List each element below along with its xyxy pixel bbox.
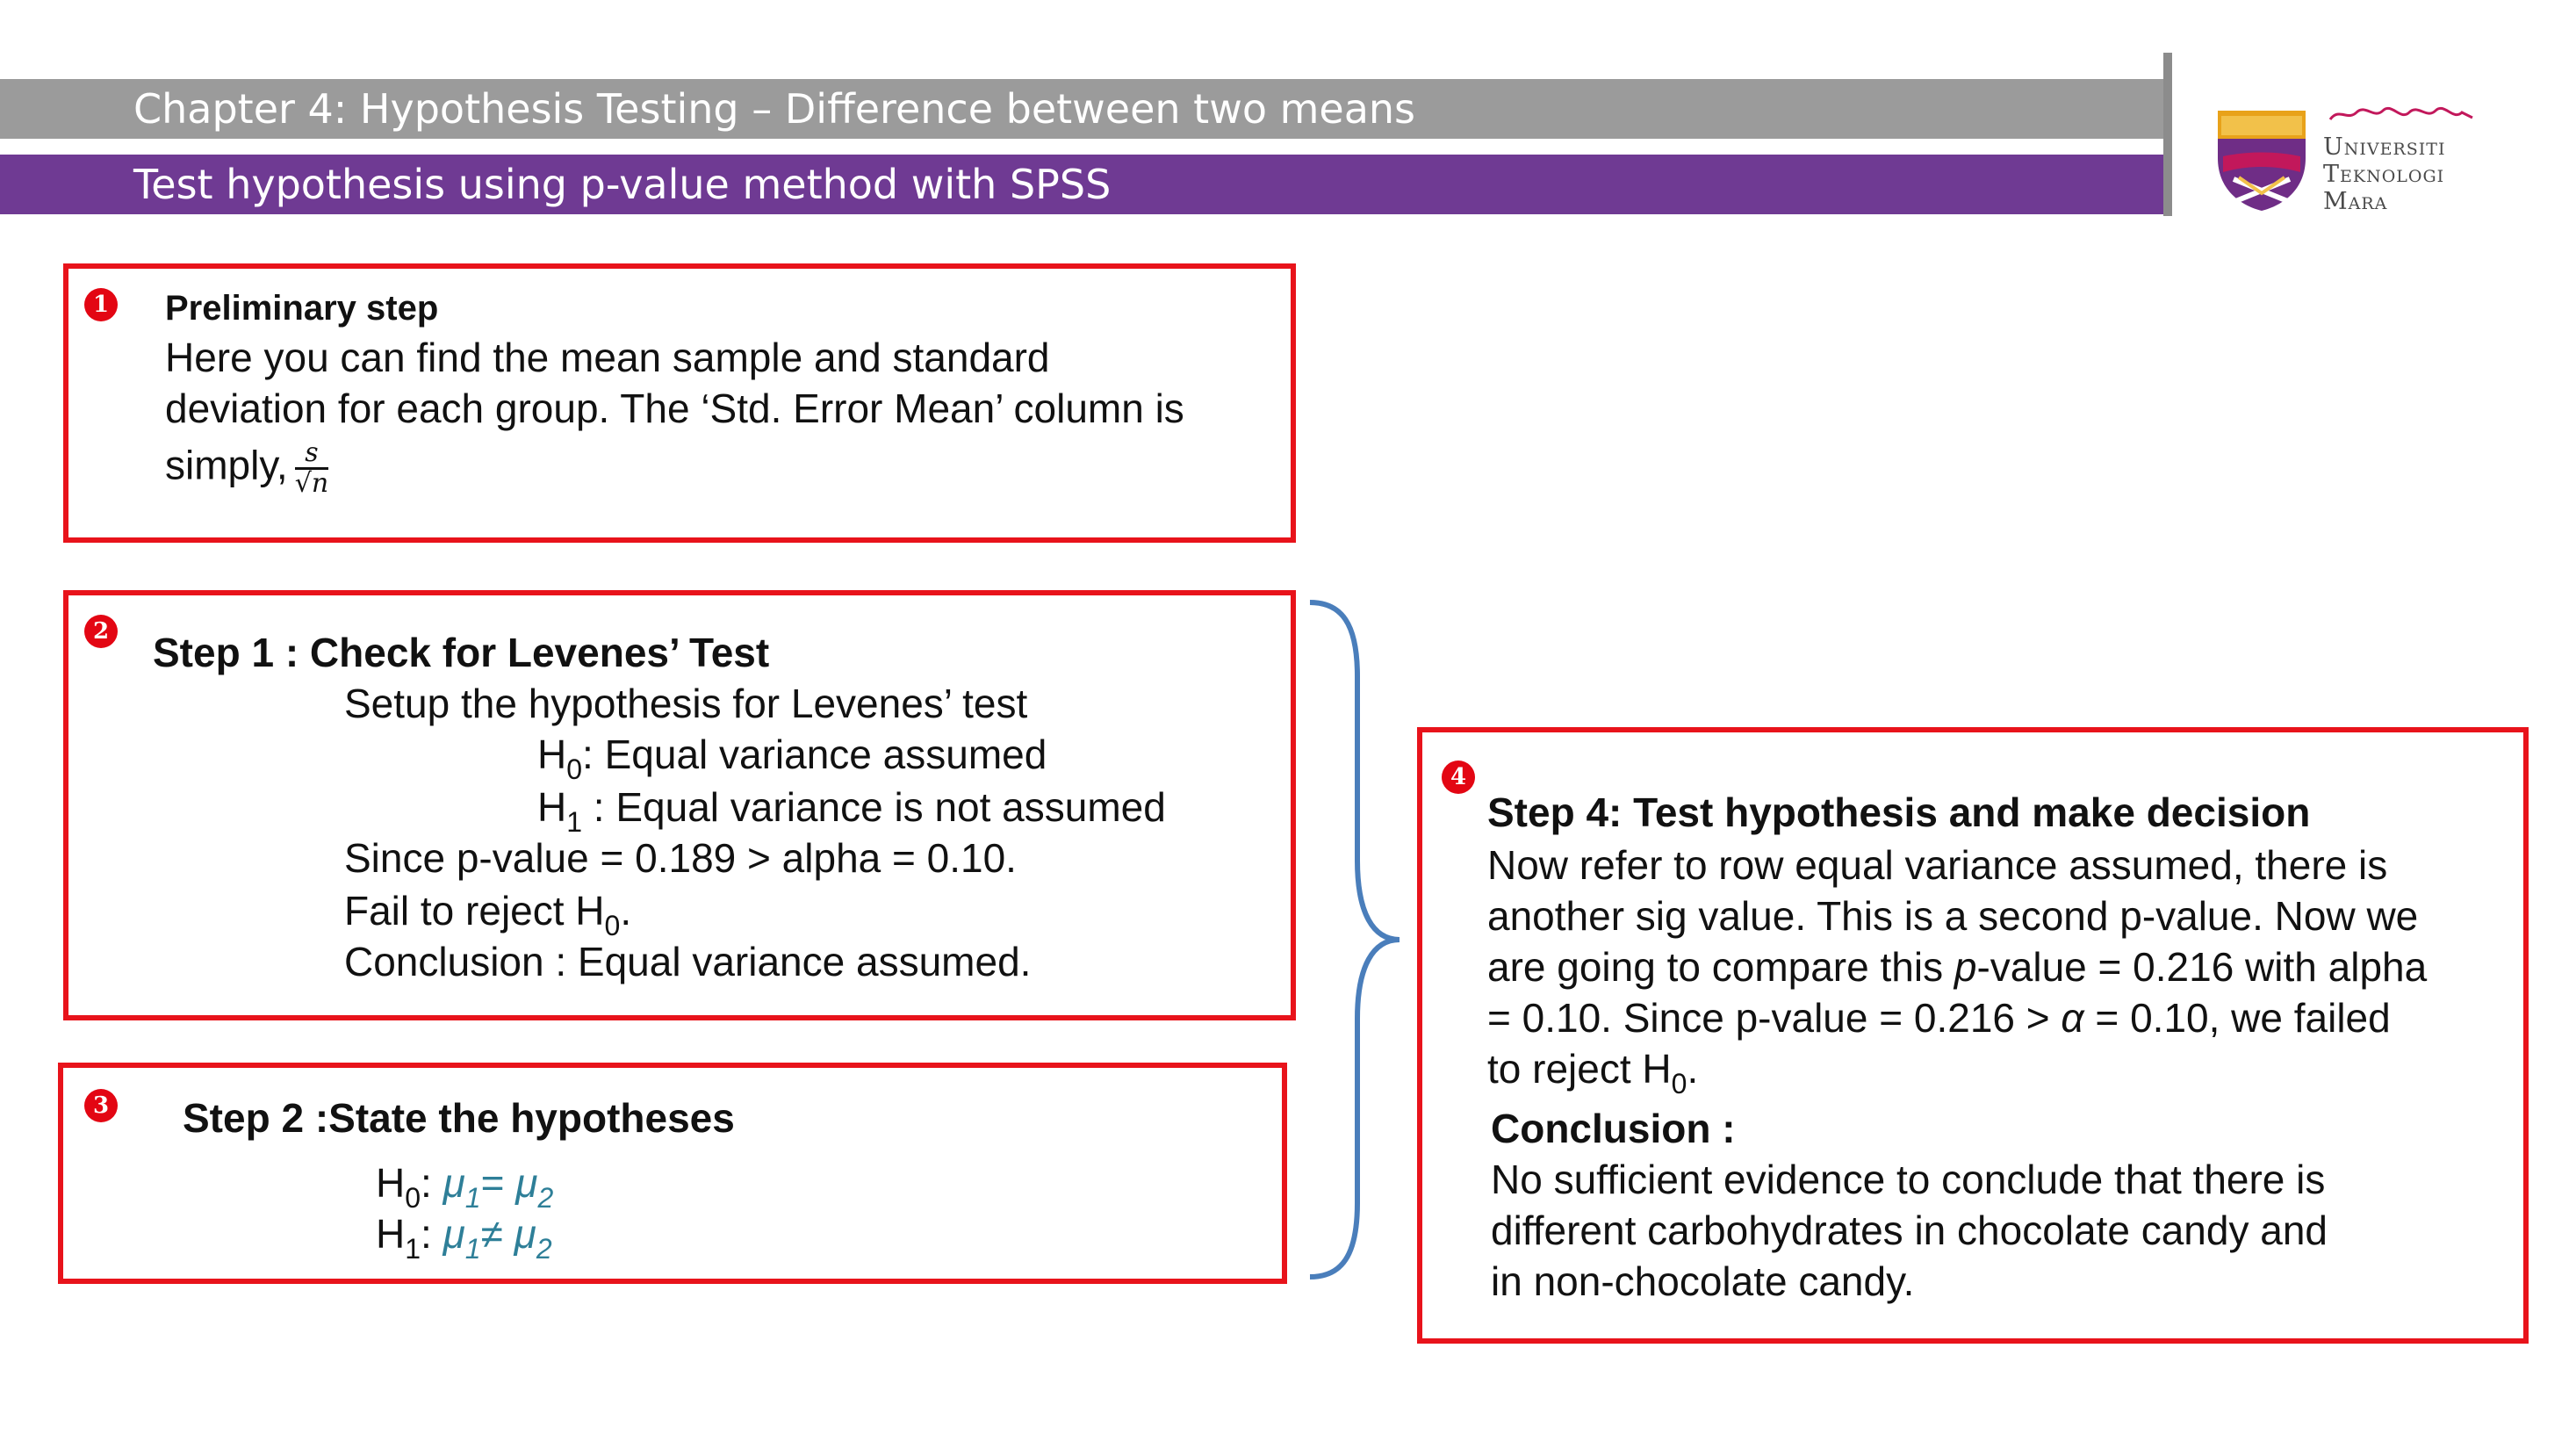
chapter-title: Chapter 4: Hypothesis Testing – Differen… bbox=[133, 79, 1415, 139]
logo-line-3: Mara bbox=[2323, 188, 2445, 215]
levenes-test-title: Step 1 : Check for Levenes’ Test bbox=[153, 627, 769, 678]
decision-title: Step 4: Test hypothesis and make decisio… bbox=[1487, 787, 2310, 838]
formula-denominator: √n bbox=[295, 470, 328, 498]
decision-line-4: = 0.10. Since p-value = 0.216 > α = 0.10… bbox=[1487, 992, 2391, 1043]
conclusion-line-2: different carbohydrates in chocolate can… bbox=[1491, 1205, 2328, 1256]
decision-line-1: Now refer to row equal variance assumed,… bbox=[1487, 840, 2387, 890]
hypothesis-h0: H0: μ1= μ2 bbox=[376, 1157, 553, 1208]
step-number-badge: 3 bbox=[84, 1089, 118, 1122]
step-number-badge: 2 bbox=[84, 615, 118, 648]
preliminary-line-1: Here you can find the mean sample and st… bbox=[165, 332, 1050, 383]
hypothesis-h1: H1: μ1≠ μ2 bbox=[376, 1208, 552, 1259]
formula-numerator: s bbox=[295, 439, 328, 470]
levenes-conclusion: Conclusion : Equal variance assumed. bbox=[344, 936, 1031, 987]
preliminary-line-2: deviation for each group. The ‘Std. Erro… bbox=[165, 383, 1184, 434]
step-number-badge: 1 bbox=[84, 288, 118, 321]
preliminary-line-3: simply, s √n bbox=[165, 439, 328, 498]
conclusion-line-1: No sufficient evidence to conclude that … bbox=[1491, 1154, 2325, 1205]
decision-line-5: to reject H0. bbox=[1487, 1043, 1698, 1094]
university-logo: Universiti Teknologi Mara bbox=[2213, 104, 2493, 227]
step-number-badge: 4 bbox=[1442, 761, 1475, 794]
state-hypotheses-title: Step 2 :State the hypotheses bbox=[183, 1092, 735, 1143]
levenes-setup: Setup the hypothesis for Levenes’ test bbox=[344, 678, 1027, 729]
logo-line-2: Teknologi bbox=[2323, 161, 2445, 188]
levenes-h1: H1 : Equal variance is not assumed bbox=[537, 782, 1166, 833]
conclusion-line-3: in non-chocolate candy. bbox=[1491, 1256, 1914, 1307]
levenes-fail: Fail to reject H0. bbox=[344, 885, 631, 936]
conclusion-title: Conclusion : bbox=[1491, 1103, 1736, 1154]
decision-line-3: are going to compare this p-value = 0.21… bbox=[1487, 941, 2427, 992]
levenes-since: Since p-value = 0.189 > alpha = 0.10. bbox=[344, 833, 1017, 883]
logo-script-decoration bbox=[2327, 104, 2476, 125]
decision-line-2: another sig value. This is a second p-va… bbox=[1487, 890, 2418, 941]
std-error-formula: s √n bbox=[295, 439, 328, 498]
simply-text: simply, bbox=[165, 443, 288, 488]
preliminary-step-title: Preliminary step bbox=[165, 283, 438, 334]
curly-brace-connector bbox=[1306, 597, 1403, 1282]
levenes-h0: H0: Equal variance assumed bbox=[537, 729, 1047, 780]
logo-line-1: Universiti bbox=[2323, 133, 2445, 161]
crest-icon bbox=[2213, 104, 2311, 213]
header-divider bbox=[2163, 53, 2172, 216]
slide-subtitle: Test hypothesis using p-value method wit… bbox=[133, 155, 1111, 214]
